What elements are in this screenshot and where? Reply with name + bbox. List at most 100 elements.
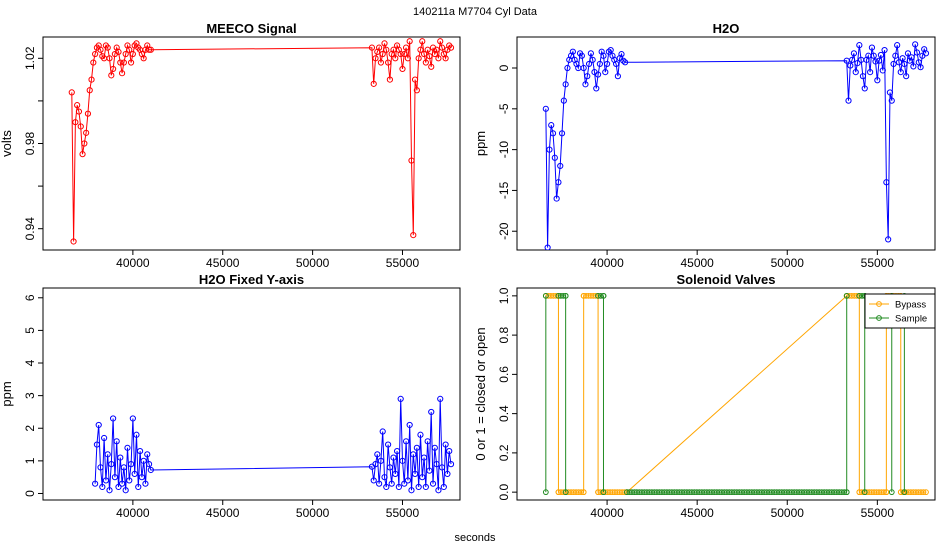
h2o-point [872, 58, 879, 65]
h2o_fixed-point [120, 464, 127, 471]
h2o-point [596, 60, 603, 68]
h2o-point [910, 63, 917, 70]
h2o-plot-frame [516, 36, 936, 251]
h2o-ytick-label: -5 [497, 103, 511, 114]
meeco-point [435, 55, 442, 62]
meeco-point [118, 70, 126, 77]
h2o_fixed-point [395, 483, 402, 491]
h2o_fixed-point [144, 451, 151, 458]
h2o_fixed-ytick-label: 3 [23, 392, 37, 399]
h2o-point [894, 42, 901, 49]
h2o_fixed-point [408, 487, 415, 494]
meeco-point [145, 46, 153, 53]
valves-bypass-point [920, 489, 927, 496]
valves-sample-point [856, 292, 863, 299]
h2o_fixed-xtick-label: 45000 [206, 506, 240, 520]
h2o_fixed-ytick-label: 6 [23, 294, 37, 301]
meeco-point [377, 59, 385, 66]
h2o-point [906, 57, 913, 64]
meeco-title: MEECO Signal [206, 21, 296, 36]
h2o-point [614, 73, 621, 80]
valves-sample-point [600, 489, 607, 496]
meeco-point [372, 55, 379, 62]
meeco-point [77, 123, 84, 130]
h2o_fixed-title: H2O Fixed Y-axis [199, 272, 304, 287]
meeco-point [404, 55, 411, 62]
h2o-point [908, 54, 915, 61]
meeco-point [370, 80, 377, 87]
meeco-point [70, 238, 77, 245]
h2o_fixed-point [92, 480, 99, 487]
meeco-point [424, 46, 431, 53]
valves-bypass-point [580, 489, 587, 496]
h2o-point [892, 52, 899, 59]
meeco-point [104, 44, 111, 51]
h2o_fixed-point [411, 470, 419, 478]
h2o-point [558, 130, 566, 137]
h2o_fixed-xtick-label: 40000 [116, 506, 150, 520]
h2o_fixed-point [386, 464, 394, 471]
h2o_fixed-point [113, 438, 120, 445]
h2o_fixed-point [424, 438, 431, 445]
h2o-point [883, 179, 890, 186]
h2o_fixed-point [437, 395, 444, 402]
h2o-point [877, 51, 885, 59]
h2o-point [867, 68, 874, 76]
meeco-ylabel: volts [0, 130, 14, 157]
h2o_fixed-point [433, 461, 440, 468]
h2o_fixed-point [99, 483, 106, 491]
h2o_fixed-point [440, 483, 447, 491]
meeco-point [129, 50, 136, 58]
h2o-point [607, 46, 614, 54]
h2o-point [852, 68, 859, 76]
h2o-point [888, 97, 895, 104]
h2o-point [587, 50, 594, 57]
h2o_fixed-point [446, 447, 453, 455]
meeco-point [120, 59, 127, 66]
h2o-point [584, 73, 591, 80]
h2o-point [897, 68, 904, 76]
h2o-point [899, 55, 906, 62]
valves-legend-swatch-point [876, 301, 882, 307]
meeco-point [74, 102, 81, 109]
h2o-point [913, 49, 921, 56]
figure-title: 140211a M7704 Cyl Data [413, 6, 538, 18]
h2o-point [861, 85, 868, 92]
valves-legend-label: Bypass [895, 300, 926, 311]
meeco-point [83, 129, 90, 136]
h2o-point [602, 68, 609, 76]
h2o_fixed-ytick-label: 5 [23, 327, 37, 334]
h2o_fixed-point [385, 441, 392, 448]
meeco-point [399, 65, 406, 73]
h2o_fixed-point [419, 474, 426, 481]
h2o_fixed-point [377, 457, 385, 464]
h2o-point [904, 50, 912, 57]
h2o_fixed-point [145, 461, 153, 468]
h2o_fixed-point [115, 483, 122, 491]
h2o_fixed-data-layer [92, 395, 455, 494]
valves-ytick-label: 0.0 [497, 483, 511, 500]
h2o-title: H2O [713, 21, 740, 36]
meeco-point [68, 89, 75, 96]
h2o_fixed-point [417, 431, 424, 438]
meeco-point [406, 38, 413, 45]
h2o-ytick-label: -20 [497, 222, 511, 240]
h2o_fixed-point [428, 408, 435, 416]
meeco-point [401, 50, 408, 58]
valves-sample-point [562, 489, 569, 496]
valves-sample-point [901, 489, 908, 496]
h2o-point [551, 154, 558, 161]
h2o-point [594, 71, 602, 78]
h2o-point [879, 67, 886, 74]
h2o_fixed-point [104, 451, 111, 458]
h2o-point [603, 60, 611, 68]
valves-ytick-label: 0.4 [497, 405, 511, 422]
h2o_fixed-point [118, 480, 126, 487]
valves-sample-point [595, 292, 601, 299]
meeco-point [126, 46, 133, 53]
valves-legend-swatch-point [876, 315, 882, 321]
meeco-point [81, 140, 88, 147]
figure-xlabel: seconds [455, 532, 496, 544]
h2o-point [622, 59, 629, 66]
h2o_fixed-point [124, 444, 131, 451]
